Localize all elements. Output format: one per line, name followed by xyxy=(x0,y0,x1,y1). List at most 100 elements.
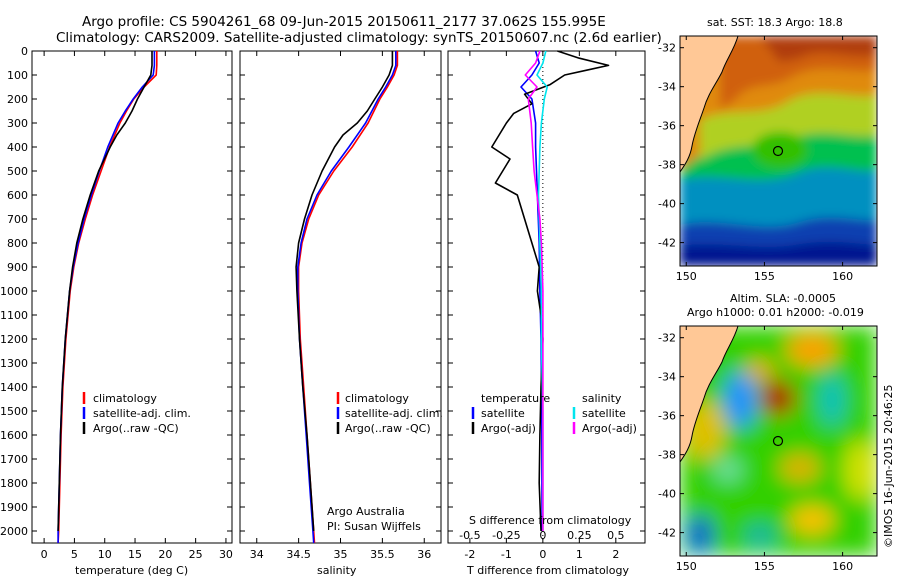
depth-tick-label: 0 xyxy=(21,45,28,58)
sla-land xyxy=(680,326,739,463)
sla-map-title: Altim. SLA: -0.0005 xyxy=(730,292,836,305)
sla-map-panel: Altim. SLA: -0.0005 Argo h1000: 0.01 h20… xyxy=(658,292,878,573)
salinity-annotation-institution: Argo Australia xyxy=(327,505,405,518)
sla-map-image xyxy=(680,326,877,556)
salinity-diff-tick-label: 0.25 xyxy=(567,529,592,542)
sla-anomaly-7 xyxy=(844,440,876,500)
sla-argo-marker xyxy=(772,435,784,447)
salinity-panel: 34 34.5 35 35.5 36 salinity climatology sate… xyxy=(239,50,443,577)
difference-x-tick-label: -1 xyxy=(501,548,512,561)
difference-series xyxy=(490,50,610,532)
difference-legend-t-argo: Argo(-adj) xyxy=(481,422,536,435)
temperature-legend-climatology: climatology xyxy=(93,392,157,405)
temperature-x-tick-label: 10 xyxy=(98,548,112,561)
depth-tick-label: 300 xyxy=(7,117,28,130)
sst-argo-marker xyxy=(772,145,784,157)
difference-series-s-argo-adj xyxy=(524,50,544,531)
imos-credit: ©IMOS 16-Jun-2015 20:46:25 xyxy=(882,384,895,548)
depth-tick-label: 1900 xyxy=(0,501,28,514)
salinity-legend: climatology satellite-adj. clim. Argo(..… xyxy=(336,392,443,435)
salinity-x-tick-label: 34.5 xyxy=(286,548,311,561)
sst-lat-tick-label: -38 xyxy=(658,159,676,172)
difference-legend-s-argo: Argo(-adj) xyxy=(582,422,637,435)
sla-anomaly-5 xyxy=(786,334,838,366)
depth-tick-label: 1200 xyxy=(0,333,28,346)
depth-tick-label: 1500 xyxy=(0,405,28,418)
depth-tick-label: 700 xyxy=(7,213,28,226)
temperature-xlabel: temperature (deg C) xyxy=(75,564,188,577)
sla-anomaly-3 xyxy=(760,380,796,416)
temperature-depth-axis: 0 100 200 300 400 500 600 700 800 900 1000 1100 1200… xyxy=(0,45,232,538)
salinity-diff-tick-label: -0.5 xyxy=(459,529,480,542)
sla-lat-tick-label: -40 xyxy=(658,488,676,501)
sla-lon-axis: 150 155 160 xyxy=(676,326,853,573)
sla-lon-tick-label: 150 xyxy=(676,560,697,573)
sst-eddy xyxy=(752,132,808,168)
difference-legend: temperature satellite Argo(-adj) salinit… xyxy=(471,392,637,435)
difference-x2label: S difference from climatology xyxy=(469,514,632,527)
temperature-panel: 0100200300400500600700800900100011001200… xyxy=(0,45,233,577)
sst-map-title: sat. SST: 18.3 Argo: 18.8 xyxy=(707,16,843,29)
sst-hot-region xyxy=(720,36,877,110)
sla-anomaly-2 xyxy=(724,372,756,428)
sst-map-frame xyxy=(679,35,878,267)
sla-map-subtitle: Argo h1000: 0.01 h2000: -0.019 xyxy=(687,306,864,319)
depth-tick-label: 900 xyxy=(7,261,28,274)
sla-anomaly-10 xyxy=(790,506,834,534)
sst-lat-tick-label: -42 xyxy=(658,237,676,250)
sst-map-image xyxy=(680,36,877,266)
temperature-legend: climatology satellite-adj. clim. Argo(..… xyxy=(82,392,191,435)
salinity-diff-tick-label: 0.5 xyxy=(607,529,625,542)
sla-anomaly-6 xyxy=(820,374,844,426)
depth-tick-label: 1600 xyxy=(0,429,28,442)
salinity-legend-argo: Argo(..raw -QC) xyxy=(345,422,431,435)
salinity-series-argo-raw-qc xyxy=(295,51,394,532)
depth-tick-label: 1100 xyxy=(0,309,28,322)
sst-transition-region xyxy=(700,93,877,160)
sla-lat-axis: -32 -34 -36 -38 -40 -42 xyxy=(658,332,877,540)
sla-lat-tick-label: -34 xyxy=(658,371,676,384)
salinity-xlabel: salinity xyxy=(317,564,357,577)
temperature-x-tick-label: 30 xyxy=(219,548,233,561)
sst-lat-tick-label: -34 xyxy=(658,81,676,94)
sla-anomaly-9 xyxy=(714,458,742,482)
sla-lon-tick-label: 155 xyxy=(754,560,775,573)
depth-tick-label: 1000 xyxy=(0,285,28,298)
depth-tick-label: 2000 xyxy=(0,525,28,538)
salinity-diff-tick-label: -0.25 xyxy=(492,529,520,542)
sst-lat-axis: -32 -34 -36 -38 -40 -42 xyxy=(658,42,877,250)
temperature-legend-satellite: satellite-adj. clim. xyxy=(93,407,191,420)
sst-lon-tick-label: 160 xyxy=(832,270,853,283)
temperature-x-tick-label: 15 xyxy=(128,548,142,561)
sst-lon-tick-label: 150 xyxy=(676,270,697,283)
difference-legend-t-satellite: satellite xyxy=(481,407,525,420)
temperature-x-axis: 0 5 10 15 20 25 30 xyxy=(41,51,233,561)
depth-tick-label: 1400 xyxy=(0,381,28,394)
title-line-1: Argo profile: CS 5904261_68 09-Jun-2015 … xyxy=(82,14,606,30)
sst-hottest-region xyxy=(760,36,877,62)
depth-tick-label: 1300 xyxy=(0,357,28,370)
salinity-legend-climatology: climatology xyxy=(345,392,409,405)
sla-lat-tick-label: -38 xyxy=(658,449,676,462)
salinity-axes-frame xyxy=(239,50,442,544)
difference-x-tick-label: 0 xyxy=(539,548,546,561)
salinity-legend-satellite: satellite-adj. clim. xyxy=(345,407,443,420)
sst-coldest-region xyxy=(680,241,877,266)
salinity-annotation-pi: PI: Susan Wijffels xyxy=(327,520,421,533)
depth-tick-label: 500 xyxy=(7,165,28,178)
depth-tick-label: 200 xyxy=(7,93,28,106)
salinity-x-tick-label: 36 xyxy=(417,548,431,561)
salinity-depth-axis xyxy=(240,50,441,532)
difference-series-s-satellite xyxy=(536,50,549,531)
temperature-x-tick-label: 20 xyxy=(158,548,172,561)
sst-lat-tick-label: -40 xyxy=(658,198,676,211)
temperature-series-argo-raw-qc xyxy=(57,51,153,532)
depth-tick-label: 1800 xyxy=(0,477,28,490)
sst-lat-tick-label: -32 xyxy=(658,42,676,55)
difference-xlabel: T difference from climatology xyxy=(466,564,629,577)
difference-x-tick-label: 2 xyxy=(612,548,619,561)
sla-anomaly-11 xyxy=(686,515,714,555)
